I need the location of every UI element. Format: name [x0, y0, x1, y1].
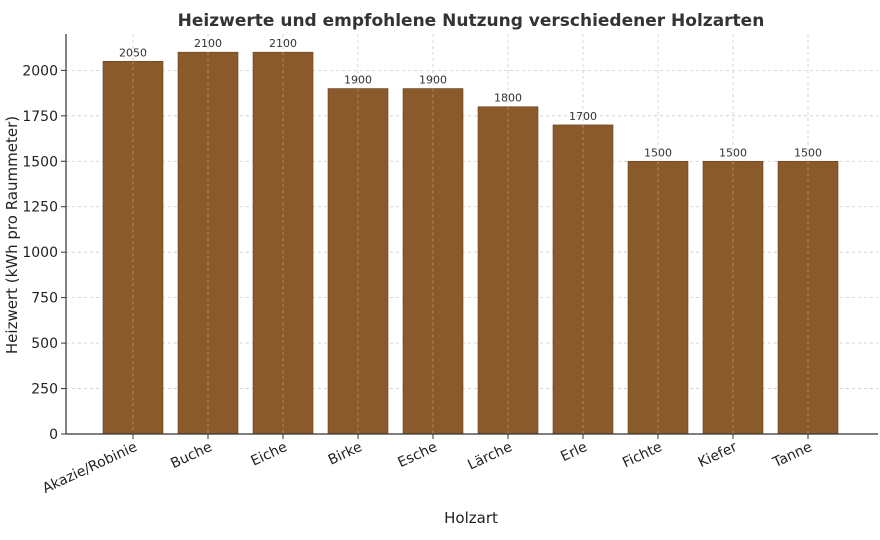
y-tick-label: 0 — [49, 427, 58, 443]
y-tick-label: 1250 — [22, 200, 58, 216]
x-tick-label: Kiefer — [696, 439, 740, 471]
y-tick-label: 1750 — [22, 109, 58, 125]
bar-value-label: 1900 — [344, 74, 372, 87]
x-tick-label: Eiche — [249, 439, 290, 470]
bar-value-label: 2100 — [269, 37, 297, 50]
x-tick-label: Esche — [395, 439, 439, 471]
y-tick-label: 2000 — [22, 63, 58, 79]
bar-value-label: 1500 — [644, 146, 672, 159]
x-tick-label: Lärche — [465, 439, 514, 473]
y-tick-label: 250 — [31, 382, 58, 398]
bar-value-label: 2100 — [194, 37, 222, 50]
chart-title: Heizwerte und empfohlene Nutzung verschi… — [178, 11, 765, 31]
bar-kiefer — [702, 160, 764, 435]
bar-value-label: 1800 — [494, 92, 522, 105]
x-tick-label: Erle — [558, 439, 589, 465]
bar-value-label: 1900 — [419, 74, 447, 87]
bar-value-label: 1700 — [569, 110, 597, 123]
x-tick-label: Birke — [326, 439, 365, 468]
bar-value-label: 1500 — [719, 146, 747, 159]
bar-esche — [402, 88, 464, 435]
axes — [61, 34, 878, 439]
y-tick-label: 750 — [31, 291, 58, 307]
bar-birke — [327, 88, 389, 435]
bars — [102, 51, 839, 435]
x-tick-label: Buche — [168, 439, 214, 472]
bar-value-label: 2050 — [119, 46, 147, 59]
bar-tanne — [777, 160, 839, 435]
x-tick-label: Fichte — [620, 439, 664, 471]
y-tick-label: 1500 — [22, 154, 58, 170]
bar-fichte — [627, 160, 689, 435]
y-axis-label: Heizwert (kWh pro Raummeter) — [3, 116, 21, 354]
x-tick-label: Tanne — [770, 439, 815, 471]
bar-value-label: 1500 — [794, 146, 822, 159]
y-tick-label: 500 — [31, 336, 58, 352]
bar-erle — [552, 124, 614, 435]
y-tick-label: 1000 — [22, 245, 58, 261]
x-axis-label: Holzart — [444, 509, 498, 527]
x-tick-label: Akazie/Robinie — [40, 439, 140, 497]
